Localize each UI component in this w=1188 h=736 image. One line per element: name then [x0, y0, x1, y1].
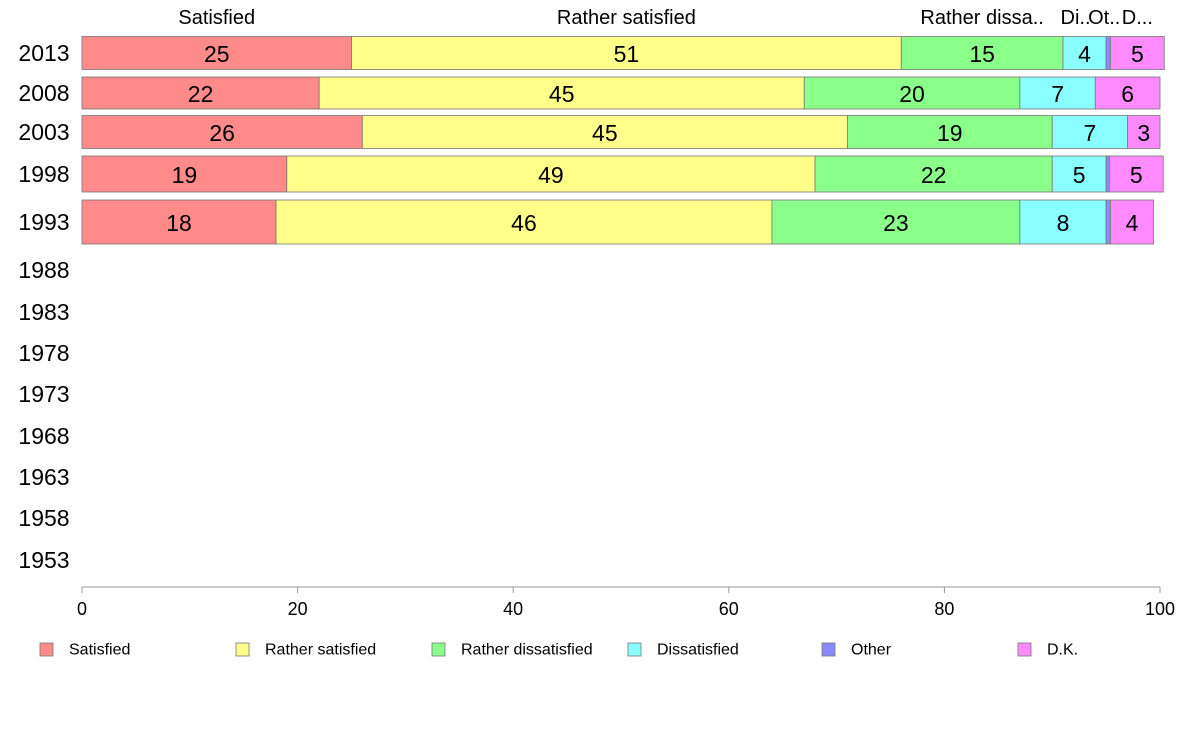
data-label: 51 [614, 41, 640, 67]
top-category-label: Rather dissa.. [920, 7, 1043, 29]
year-label: 1958 [18, 505, 69, 531]
bar-segment [846, 115, 1053, 149]
bar-segment [1051, 155, 1107, 193]
bar-segment [81, 199, 277, 245]
x-tick-label: 0 [77, 599, 87, 619]
top-category-label: D... [1122, 7, 1153, 29]
bar-segment [1105, 36, 1111, 70]
top-category-label: Ot.. [1088, 7, 1120, 29]
bar-segment [1105, 155, 1110, 193]
legend-swatch [39, 642, 54, 657]
legend-swatch [1017, 642, 1032, 657]
bar-segment [286, 155, 816, 193]
data-label: 6 [1121, 81, 1134, 107]
data-label: 25 [204, 41, 230, 67]
year-label: 1973 [18, 381, 69, 407]
bar-segment [1105, 199, 1111, 245]
x-tick-label: 60 [719, 599, 739, 619]
year-label: 1988 [18, 257, 69, 283]
year-label: 1963 [18, 464, 69, 490]
bar-segment [1019, 76, 1096, 110]
legend-swatch [431, 642, 446, 657]
x-tick-label: 80 [934, 599, 954, 619]
top-category-label: Satisfied [178, 7, 255, 29]
data-label: 4 [1078, 41, 1091, 67]
data-label: 46 [511, 210, 537, 236]
data-label: 7 [1084, 120, 1097, 146]
data-label: 4 [1126, 210, 1139, 236]
year-label: 1983 [18, 299, 69, 325]
bar-segment [361, 115, 848, 149]
x-tick-label: 100 [1145, 599, 1175, 619]
bar-segment [1051, 115, 1129, 149]
year-label: 2013 [18, 40, 69, 66]
data-label: 15 [969, 41, 995, 67]
data-label: 5 [1131, 41, 1144, 67]
year-label: 1953 [18, 547, 69, 573]
data-label: 5 [1073, 162, 1086, 188]
legend-label: Dissatisfied [657, 642, 739, 659]
top-category-label: Di.. [1061, 7, 1091, 29]
data-label: 45 [549, 81, 575, 107]
top-category-label: Rather satisfied [557, 7, 696, 29]
data-label: 7 [1051, 81, 1064, 107]
data-label: 22 [188, 81, 214, 107]
bar-segment [81, 155, 288, 193]
data-label: 22 [921, 162, 947, 188]
legend-label: D.K. [1047, 642, 1078, 659]
data-label: 20 [899, 81, 925, 107]
legend-label: Rather satisfied [265, 642, 376, 659]
bar-segment [771, 199, 1021, 245]
year-label: 1993 [18, 209, 69, 235]
bar-segment [900, 36, 1064, 70]
bar-segment [803, 76, 1021, 110]
legend-label: Other [851, 642, 892, 659]
data-label: 23 [883, 210, 909, 236]
bar-segment [318, 76, 805, 110]
bar-segment [351, 36, 902, 70]
year-label: 2003 [18, 119, 69, 145]
year-label: 1978 [18, 340, 69, 366]
bar-segment [1108, 155, 1164, 193]
bar-segment [275, 199, 773, 245]
legend-label: Satisfied [69, 642, 130, 659]
bar-segment [1094, 76, 1161, 110]
data-label: 5 [1130, 162, 1143, 188]
year-label: 2008 [18, 80, 69, 106]
bar-segment [814, 155, 1053, 193]
x-tick-label: 40 [503, 599, 523, 619]
legend-swatch [821, 642, 836, 657]
data-label: 19 [937, 120, 963, 146]
bar-segment [1110, 36, 1165, 70]
data-label: 45 [592, 120, 618, 146]
bar-segment [81, 36, 352, 70]
bar-segment [1127, 115, 1161, 149]
data-label: 26 [209, 120, 235, 146]
x-tick-label: 20 [288, 599, 308, 619]
data-label: 49 [538, 162, 564, 188]
data-label: 19 [172, 162, 198, 188]
legend-swatch [235, 642, 250, 657]
data-label: 18 [166, 210, 192, 236]
year-label: 1998 [18, 161, 69, 187]
data-label: 8 [1057, 210, 1070, 236]
bar-segment [1110, 199, 1154, 245]
bar-segment [81, 76, 320, 110]
legend-swatch [627, 642, 642, 657]
legend-label: Rather dissatisfied [461, 642, 593, 659]
data-label: 3 [1137, 120, 1150, 146]
year-label: 1968 [18, 423, 69, 449]
